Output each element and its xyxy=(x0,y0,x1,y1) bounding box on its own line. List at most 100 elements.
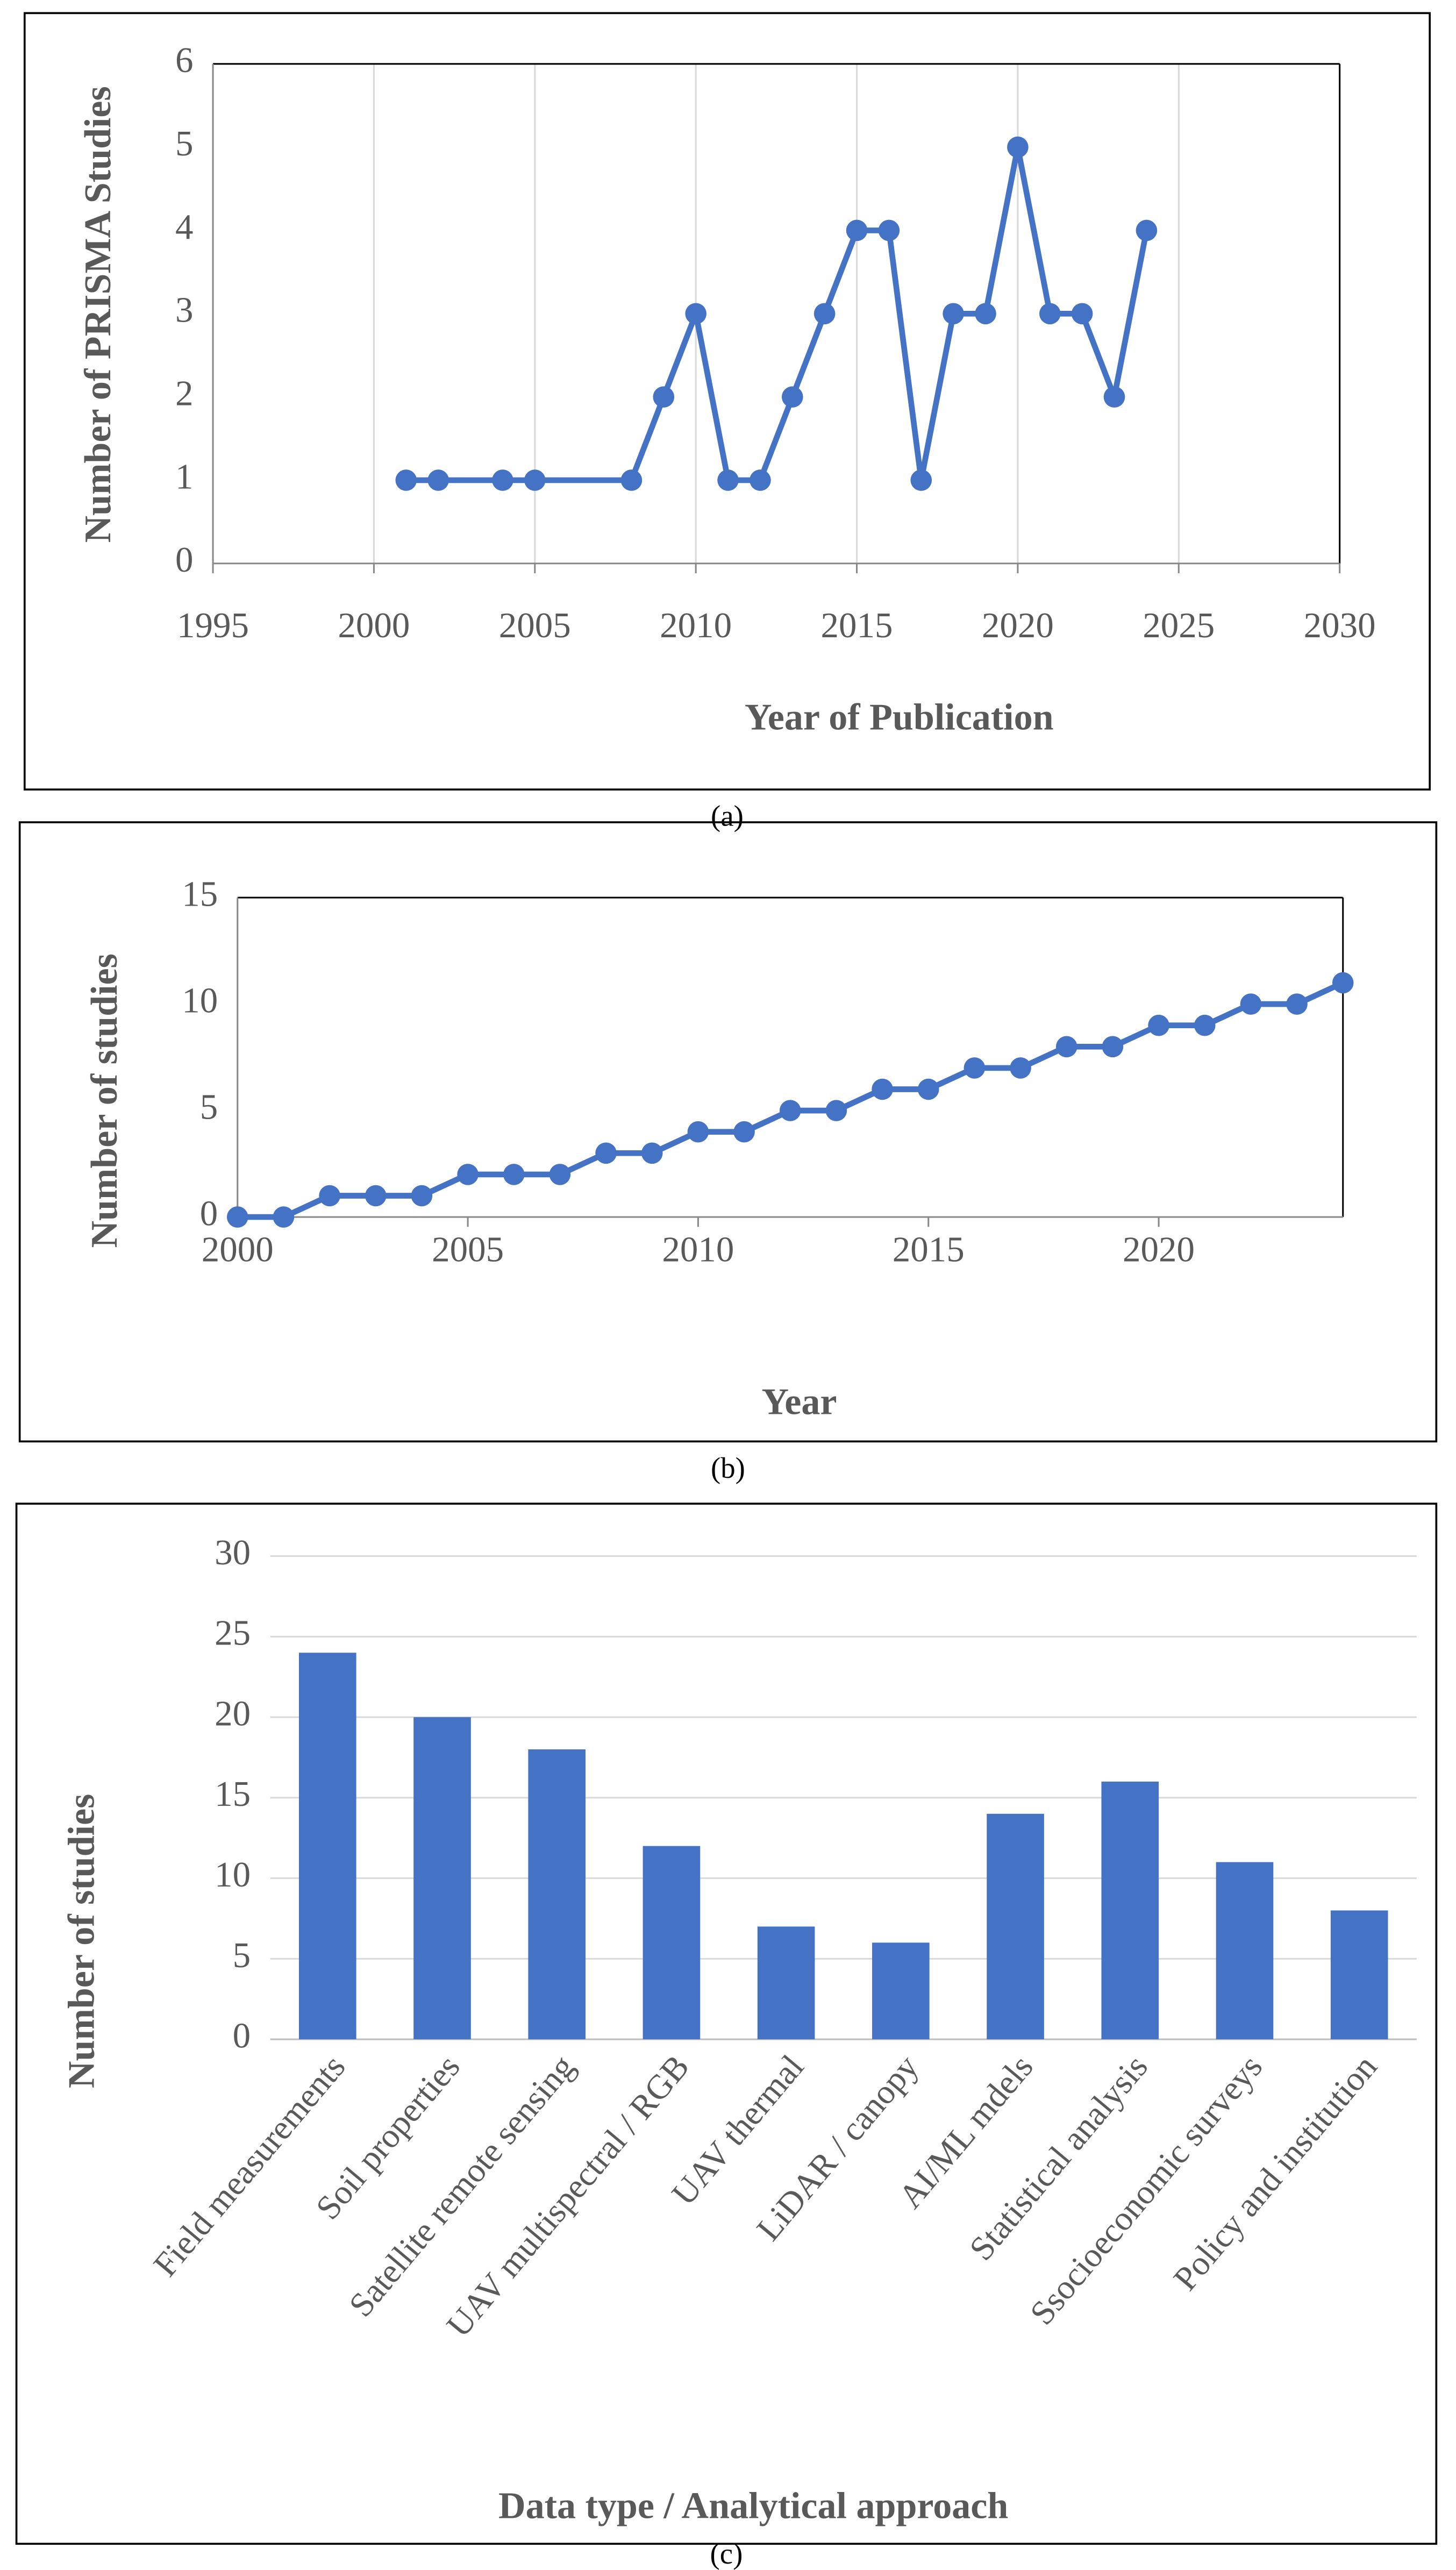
point xyxy=(825,1100,847,1121)
line xyxy=(406,144,1150,483)
point xyxy=(1136,219,1158,241)
x-tick-label: Ssocioeconomic surveys xyxy=(1023,2048,1270,2332)
point xyxy=(813,303,836,325)
y-tick-label: 3 xyxy=(175,290,194,330)
point xyxy=(717,469,739,491)
point xyxy=(595,1142,617,1164)
point xyxy=(549,1164,571,1185)
point xyxy=(411,1185,433,1207)
y-tick-label: 10 xyxy=(182,981,218,1021)
point xyxy=(685,303,706,325)
point xyxy=(653,386,675,408)
x-tick-label: 2005 xyxy=(499,606,571,645)
point xyxy=(1010,1057,1031,1079)
panel-border xyxy=(18,821,1438,1443)
y-tick-label: 2 xyxy=(175,373,194,413)
point xyxy=(687,1121,709,1143)
point xyxy=(1071,303,1093,325)
point xyxy=(1148,1014,1169,1036)
x-axis-title: Year of Publication xyxy=(745,696,1054,738)
x-tick-label: 2015 xyxy=(893,1229,965,1269)
x-tick-label: Satellite remote sensing xyxy=(341,2048,582,2324)
x-tick-label: Policy and institution xyxy=(1166,2048,1384,2298)
point xyxy=(779,1100,801,1121)
point xyxy=(1194,1014,1216,1036)
x-tick-label: 2000 xyxy=(338,606,410,645)
panel-border xyxy=(23,12,1431,791)
bar xyxy=(1330,1910,1388,2040)
point xyxy=(733,1121,755,1143)
point xyxy=(503,1164,525,1185)
panel-border xyxy=(15,1503,1438,2545)
point xyxy=(846,219,868,241)
y-tick-label: 5 xyxy=(175,124,194,163)
x-tick-label: 2015 xyxy=(821,606,893,645)
point xyxy=(1286,993,1308,1015)
bar xyxy=(643,1846,701,2040)
point xyxy=(975,303,996,325)
y-tick-label: 15 xyxy=(215,1774,251,1814)
point xyxy=(365,1185,387,1207)
y-tick-label: 0 xyxy=(233,2016,251,2056)
point xyxy=(1332,972,1354,994)
caption: (b) xyxy=(711,1451,745,1484)
bar xyxy=(298,1653,356,2040)
x-tick-label: 2000 xyxy=(202,1229,274,1269)
point xyxy=(781,386,803,408)
point xyxy=(1039,303,1061,325)
point xyxy=(963,1057,986,1079)
y-tick-label: 10 xyxy=(215,1855,251,1895)
y-tick-label: 4 xyxy=(175,207,194,247)
y-tick-label: 5 xyxy=(233,1935,251,1975)
x-tick-label: 2010 xyxy=(662,1229,734,1269)
bar xyxy=(1216,1862,1274,2040)
x-tick-label: 2005 xyxy=(432,1229,504,1269)
y-tick-label: 25 xyxy=(215,1613,251,1653)
point xyxy=(910,469,932,491)
y-tick-label: 1 xyxy=(175,457,194,496)
point xyxy=(872,1078,893,1100)
point xyxy=(878,219,900,241)
x-tick-label: 2025 xyxy=(1143,606,1215,645)
x-tick-label: Field measurements xyxy=(146,2048,352,2284)
point xyxy=(917,1078,939,1100)
point xyxy=(943,303,964,325)
bar xyxy=(987,1813,1044,2040)
x-tick-label: 2030 xyxy=(1304,606,1376,645)
point xyxy=(620,469,643,491)
point xyxy=(1102,1036,1124,1058)
point xyxy=(395,469,417,491)
y-tick-label: 5 xyxy=(200,1087,218,1127)
x-tick-label: 2010 xyxy=(660,606,732,645)
bar xyxy=(413,1717,471,2040)
x-axis-title: Data type / Analytical approach xyxy=(498,2485,1008,2526)
point xyxy=(273,1206,295,1228)
bar xyxy=(1101,1781,1159,2040)
caption: (c) xyxy=(710,2537,743,2570)
y-tick-label: 0 xyxy=(175,540,194,580)
point xyxy=(1240,993,1262,1015)
point xyxy=(1103,386,1125,408)
y-tick-label: 6 xyxy=(175,40,194,80)
bar xyxy=(528,1749,586,2040)
point xyxy=(319,1185,340,1207)
bar xyxy=(872,1942,930,2040)
point xyxy=(492,469,513,491)
point xyxy=(1055,1036,1077,1058)
caption: (a) xyxy=(711,800,744,832)
y-tick-label: 20 xyxy=(215,1693,251,1733)
y-tick-label: 0 xyxy=(200,1193,218,1233)
x-axis-title: Year xyxy=(761,1381,837,1422)
point xyxy=(641,1142,663,1164)
y-axis-title: Number of studies xyxy=(61,1794,103,2088)
bar xyxy=(757,1926,815,2040)
x-tick-label: 2020 xyxy=(1123,1229,1195,1269)
y-axis-title: Number of studies xyxy=(84,953,125,1248)
y-tick-label: 30 xyxy=(215,1533,251,1572)
y-axis-title: Number of PRISMA Studies xyxy=(77,86,119,543)
point xyxy=(1007,136,1029,158)
point xyxy=(750,469,771,491)
x-tick-label: 1995 xyxy=(177,606,249,645)
x-tick-label: 2020 xyxy=(982,606,1054,645)
